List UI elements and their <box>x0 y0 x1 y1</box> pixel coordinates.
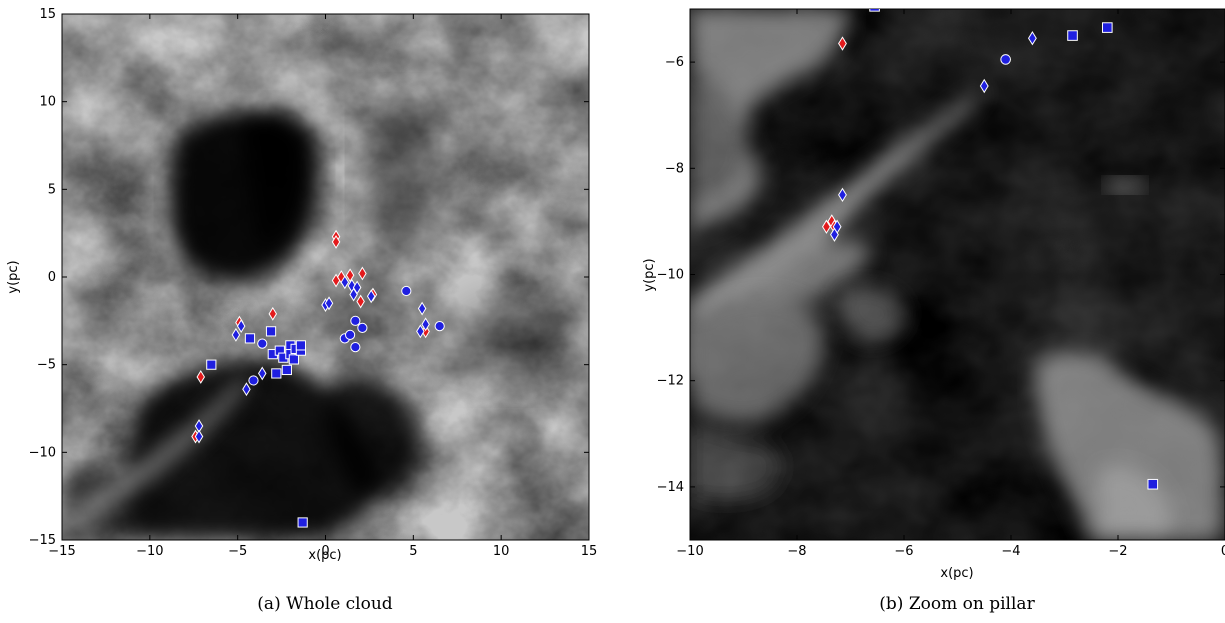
x-tick-label: 0 <box>1221 544 1225 559</box>
panel-a-markers <box>191 229 445 528</box>
blue-diamond-point <box>340 275 350 290</box>
red-diamond-point <box>358 266 367 281</box>
y-tick-label: −15 <box>29 533 56 548</box>
blue-diamond-point <box>421 317 430 332</box>
x-tick-label: −8 <box>787 544 806 559</box>
blue-circle-point <box>350 342 361 353</box>
blue-circle-point <box>350 315 361 326</box>
blue-square-point <box>297 517 308 528</box>
x-tick-label: 10 <box>493 544 510 559</box>
y-tick-label: −12 <box>657 374 684 389</box>
caption-a: (a) Whole cloud <box>257 594 393 614</box>
y-tick-label: −8 <box>665 161 684 176</box>
blue-diamond-point <box>838 187 847 203</box>
panel-b-image <box>690 9 1225 540</box>
blue-diamond-point <box>257 366 267 381</box>
y-tick-label: 15 <box>39 7 56 22</box>
blue-square-point <box>1102 22 1113 33</box>
x-tick-label: −10 <box>676 544 703 559</box>
blue-circle-point <box>357 322 368 333</box>
blue-square-point <box>281 364 292 376</box>
blue-diamond-point <box>242 382 251 397</box>
x-tick-label: 0 <box>321 544 329 559</box>
x-tick-label: −10 <box>136 544 163 559</box>
panel-a-axes: −15 −10 −5 0 5 10 15 −15 −10 −5 0 5 10 15 <box>29 7 598 559</box>
blue-diamond-point <box>194 429 204 444</box>
blue-circle-point <box>434 320 445 332</box>
blue-square-point <box>265 326 277 337</box>
panel-b-axes: −10 −8 −6 −4 −2 0 −14 −12 −10 −8 −6 <box>657 9 1225 559</box>
x-tick-label: −15 <box>48 544 75 559</box>
y-tick-label: 5 <box>48 182 56 197</box>
red-diamond-point <box>821 219 831 234</box>
blue-diamond-point <box>366 289 376 304</box>
red-diamond-point <box>331 234 341 249</box>
panel-b-ylabel: y(pc) <box>642 258 657 291</box>
blue-square-point <box>1067 30 1078 41</box>
x-tick-label: −6 <box>894 544 913 559</box>
x-tick-label: −4 <box>1001 544 1020 559</box>
x-tick-label: 5 <box>409 544 417 559</box>
x-tick-label: 15 <box>581 544 598 559</box>
blue-diamond-point <box>416 324 425 339</box>
panel-a-ylabel: y(pc) <box>6 260 21 293</box>
panel-a-image <box>62 14 589 540</box>
y-tick-label: 0 <box>48 270 56 285</box>
blue-circle-point <box>248 375 259 386</box>
red-diamond-point <box>345 268 355 283</box>
blue-square-point <box>271 368 282 379</box>
blue-diamond-point <box>830 227 839 242</box>
blue-square-point <box>295 340 307 351</box>
blue-square-point <box>206 359 217 370</box>
y-tick-label: −10 <box>29 445 56 460</box>
blue-diamond-point <box>1027 31 1037 46</box>
blue-square-point <box>869 9 880 12</box>
x-tick-label: −2 <box>1108 544 1127 559</box>
blue-diamond-point <box>231 327 241 342</box>
y-tick-label: −5 <box>37 358 56 373</box>
y-tick-label: −6 <box>665 55 684 70</box>
blue-circle-point <box>1000 54 1011 65</box>
blue-square-point <box>288 354 299 365</box>
blue-circle-point <box>401 285 412 297</box>
red-diamond-point <box>356 294 365 309</box>
panel-b-xlabel: x(pc) <box>940 566 973 581</box>
y-tick-label: 10 <box>39 95 56 110</box>
red-diamond-point <box>268 306 278 321</box>
panel-b-markers <box>821 9 1159 490</box>
red-diamond-point <box>196 370 206 384</box>
caption-b: (b) Zoom on pillar <box>879 594 1035 614</box>
blue-square-point <box>244 333 256 344</box>
x-tick-label: −5 <box>228 544 247 559</box>
blue-diamond-point <box>324 296 334 311</box>
red-diamond-point <box>838 36 847 51</box>
blue-circle-point <box>257 338 268 349</box>
blue-diamond-point <box>979 78 989 94</box>
blue-square-point <box>1147 478 1159 490</box>
panel-a-xlabel: x(pc) <box>308 548 341 563</box>
blue-diamond-point <box>236 319 246 334</box>
blue-diamond-point <box>417 301 427 316</box>
y-tick-label: −14 <box>657 480 684 495</box>
blue-circle-point <box>344 329 356 340</box>
blue-diamond-point <box>352 280 362 295</box>
y-tick-label: −10 <box>657 268 684 283</box>
